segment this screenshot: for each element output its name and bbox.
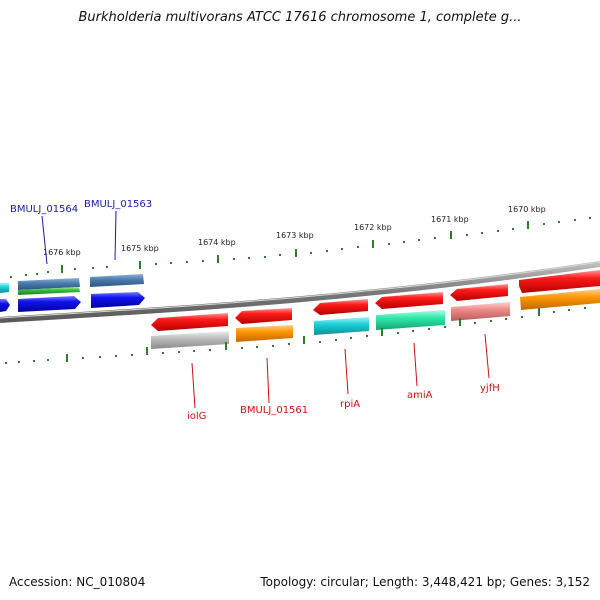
tick-label: 1671 kbp bbox=[431, 215, 469, 224]
gene-arrow[interactable] bbox=[0, 283, 9, 293]
gene-arrow[interactable] bbox=[151, 331, 229, 349]
gene-arrow[interactable] bbox=[90, 274, 144, 287]
tick-label: 1674 kbp bbox=[198, 238, 236, 247]
reverse-genes bbox=[151, 284, 510, 349]
outer-tick-ring bbox=[10, 217, 591, 278]
gene-arrow[interactable] bbox=[0, 299, 10, 312]
leader-line bbox=[344, 348, 349, 395]
leader-line bbox=[41, 215, 48, 265]
gene-label-bmulj-01563: BMULJ_01563 bbox=[84, 199, 152, 210]
map-title: Burkholderia multivorans ATCC 17616 chro… bbox=[78, 10, 522, 25]
leader-line bbox=[484, 333, 490, 379]
gene-arrow[interactable] bbox=[18, 287, 80, 295]
gene-label-rpia: rpiA bbox=[340, 399, 360, 410]
gene-label-amia: amiA bbox=[407, 390, 433, 401]
gene-arrow[interactable] bbox=[236, 325, 293, 342]
tick-label: 1675 kbp bbox=[121, 244, 159, 253]
tick-label: 1670 kbp bbox=[508, 205, 546, 214]
tick-label: 1676 kbp bbox=[43, 248, 81, 257]
forward-genes bbox=[0, 270, 600, 312]
tick-label: 1672 kbp bbox=[354, 223, 392, 232]
gene-label-bmulj-01564: BMULJ_01564 bbox=[10, 204, 78, 215]
gene-label-iolg: iolG bbox=[187, 411, 206, 422]
gene-arrow[interactable] bbox=[151, 313, 228, 331]
leader-line bbox=[266, 357, 270, 404]
accession-text: Accession: NC_010804 bbox=[9, 575, 146, 589]
genome-backbone bbox=[0, 261, 600, 323]
gene-label-bmulj-01561: BMULJ_01561 bbox=[240, 405, 308, 416]
leader-line bbox=[191, 362, 196, 409]
leader-line bbox=[413, 342, 418, 387]
tick-label: 1673 kbp bbox=[276, 231, 314, 240]
gene-arrow[interactable] bbox=[18, 278, 80, 290]
gene-arrow[interactable] bbox=[450, 284, 508, 301]
gene-arrow[interactable] bbox=[376, 310, 445, 330]
gene-arrow[interactable] bbox=[313, 299, 368, 315]
gene-arrow[interactable] bbox=[18, 296, 81, 312]
gene-label-yjfh: yjfH bbox=[480, 383, 500, 394]
leader-line bbox=[114, 210, 117, 261]
gene-arrow[interactable] bbox=[375, 292, 443, 309]
gene-arrow[interactable] bbox=[235, 308, 292, 324]
gene-arrow[interactable] bbox=[451, 302, 510, 321]
gene-arrow[interactable] bbox=[314, 317, 369, 335]
inner-tick-ring bbox=[5, 307, 586, 364]
gene-arrow[interactable] bbox=[91, 292, 145, 308]
gene-arrow[interactable] bbox=[520, 289, 600, 310]
topology-text: Topology: circular; Length: 3,448,421 bp… bbox=[260, 575, 590, 589]
gene-arrow[interactable] bbox=[519, 270, 600, 293]
